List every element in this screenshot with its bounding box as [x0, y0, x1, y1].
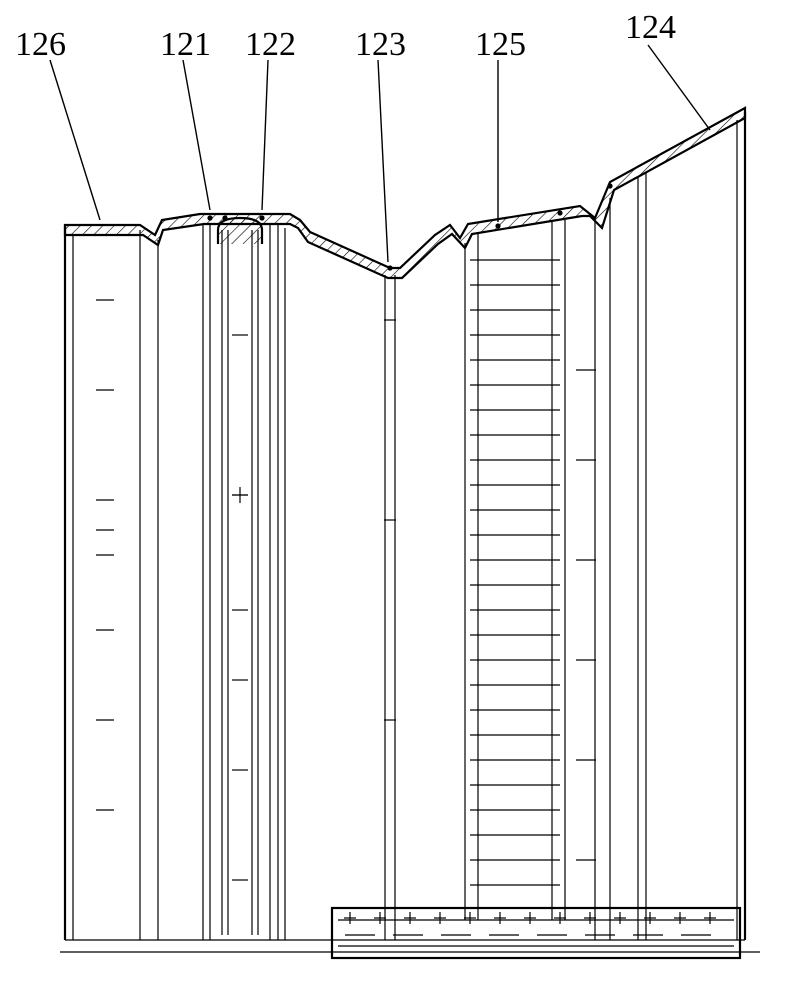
- base-plate: [60, 908, 760, 958]
- top-cap-strip: [65, 108, 745, 278]
- vertical-members: [65, 112, 745, 940]
- label-124: 124: [625, 9, 676, 46]
- label-123: 123: [355, 26, 406, 63]
- diagram-root: 126 121 122 123 125 124: [0, 0, 794, 1000]
- hatch-and-rung-marks: [96, 260, 596, 885]
- reference-labels: 126 121 122 123 125 124: [15, 9, 676, 63]
- label-121: 121: [160, 26, 211, 63]
- label-125: 125: [475, 26, 526, 63]
- leader-lines: [50, 45, 710, 262]
- label-122: 122: [245, 26, 296, 63]
- label-126: 126: [15, 26, 66, 63]
